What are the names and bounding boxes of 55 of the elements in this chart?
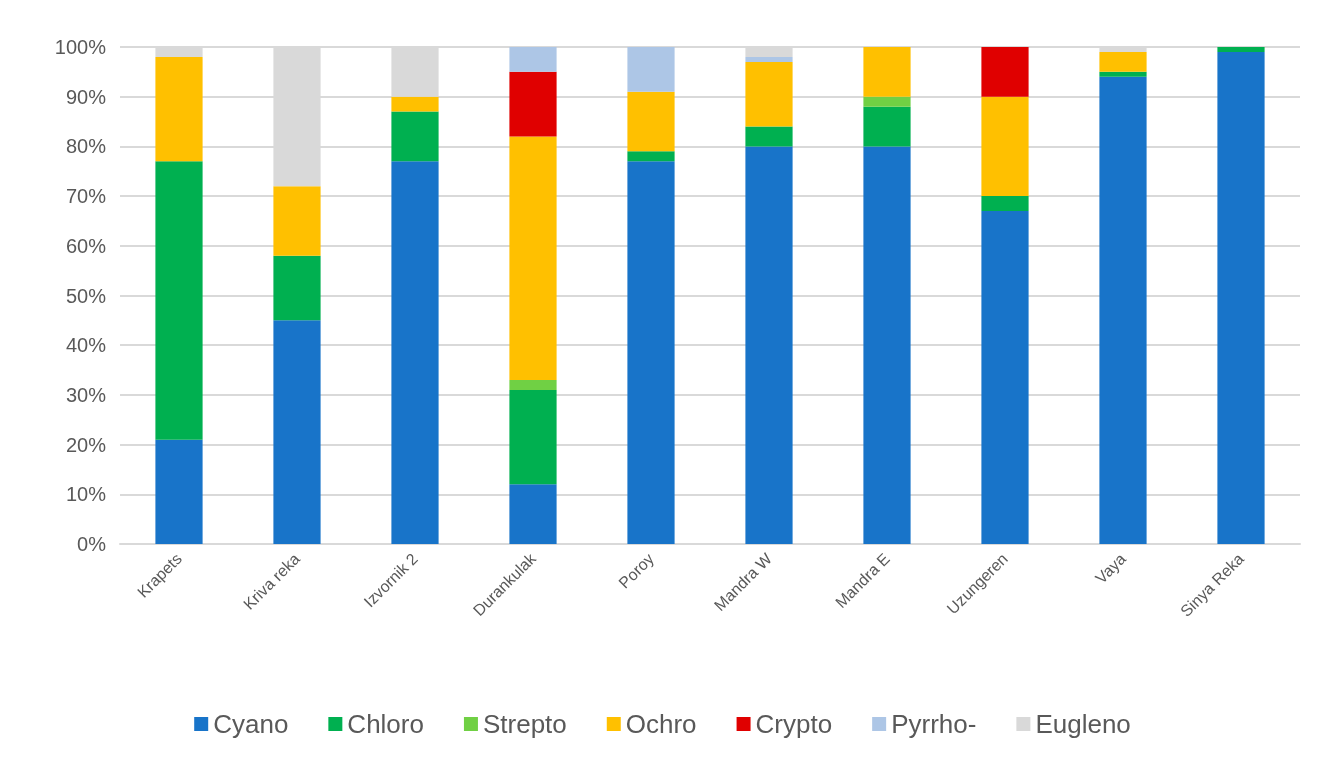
bar xyxy=(745,56,793,62)
y-tick-label: 60% xyxy=(65,234,107,257)
bar xyxy=(627,151,675,162)
bar xyxy=(155,439,203,544)
bar xyxy=(273,255,321,321)
bar xyxy=(509,379,557,390)
bar xyxy=(273,320,321,544)
bar xyxy=(391,111,439,162)
bar xyxy=(863,106,911,147)
bar xyxy=(863,146,911,544)
bar xyxy=(981,196,1029,212)
y-tick-label: 30% xyxy=(65,383,107,406)
bar xyxy=(981,96,1029,197)
bar xyxy=(863,96,911,107)
y-tick-label: 70% xyxy=(65,185,107,208)
legend-label: Cyano xyxy=(213,709,289,739)
bar xyxy=(745,146,793,544)
bar xyxy=(1217,51,1265,544)
y-tick-label: 10% xyxy=(65,483,107,506)
bar xyxy=(391,161,439,544)
legend-label: Ochro xyxy=(625,709,697,739)
bar xyxy=(273,186,321,256)
y-tick-label: 50% xyxy=(65,284,107,307)
bar xyxy=(1217,47,1265,52)
bar xyxy=(155,161,203,440)
legend-label: Crypto xyxy=(755,709,833,739)
bar xyxy=(391,96,439,112)
y-tick-label: 0% xyxy=(77,533,107,555)
y-tick-label: 100% xyxy=(54,36,107,58)
bar xyxy=(509,389,557,485)
bar xyxy=(627,161,675,544)
bar xyxy=(509,71,557,137)
bar xyxy=(1099,76,1147,544)
bar xyxy=(627,47,675,92)
bar xyxy=(981,211,1029,544)
bar xyxy=(509,47,557,72)
legend-label: Pyrrho- xyxy=(891,709,977,739)
bar xyxy=(155,56,203,162)
y-tick-label: 90% xyxy=(65,85,107,108)
bar xyxy=(627,91,675,152)
bar xyxy=(1099,71,1147,77)
bar xyxy=(745,61,793,127)
y-tick-label: 80% xyxy=(65,135,107,158)
legend-label: Eugleno xyxy=(1035,709,1131,739)
x-tick-label: Vaya xyxy=(1092,549,1130,587)
y-tick-label: 20% xyxy=(65,433,107,456)
legend-label: Chloro xyxy=(347,709,424,739)
bar xyxy=(1099,51,1147,72)
legend-label: Strepto xyxy=(482,709,567,739)
bar xyxy=(509,484,557,544)
y-tick-label: 40% xyxy=(65,334,107,357)
bar xyxy=(863,47,911,97)
bar xyxy=(509,136,557,380)
bar xyxy=(745,126,793,147)
bar xyxy=(981,47,1029,97)
